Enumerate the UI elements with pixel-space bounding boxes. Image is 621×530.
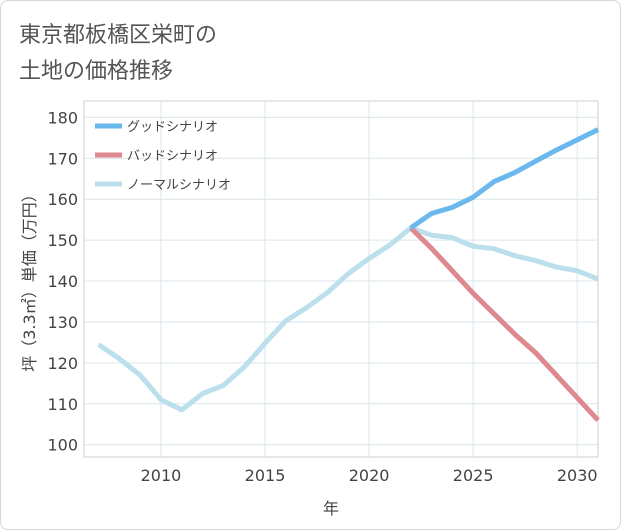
x-tick-labels: 2010 2015 2020 2025 2030 xyxy=(141,466,598,485)
x-axis-title: 年 xyxy=(323,499,339,518)
legend-label: バッドシナリオ xyxy=(127,149,218,164)
chart-title-line-1: 東京都板橋区栄町の xyxy=(19,23,218,48)
x-tick-label: 2020 xyxy=(349,466,390,485)
x-tick-label: 2025 xyxy=(453,466,494,485)
y-tick-label: 100 xyxy=(47,436,78,455)
legend-label: ノーマルシナリオ xyxy=(127,178,231,193)
legend-item-2[interactable]: ノーマルシナリオ xyxy=(95,178,231,193)
horizontal-gridlines xyxy=(84,116,598,446)
y-tick-label: 180 xyxy=(47,108,78,127)
chart-title-line-2: 土地の価格推移 xyxy=(19,59,174,84)
y-tick-label: 160 xyxy=(47,190,78,209)
series-line-1 xyxy=(408,226,600,422)
y-axis-title: 坪（3.3㎡）単価（万円） xyxy=(20,186,39,371)
x-tick-label: 2030 xyxy=(557,466,598,485)
series-lines xyxy=(97,127,600,422)
series-line-2 xyxy=(97,225,599,413)
legend-label: グッドシナリオ xyxy=(127,120,218,135)
series-line-0 xyxy=(409,127,600,230)
y-tick-label: 140 xyxy=(47,272,78,291)
y-tick-label: 170 xyxy=(47,149,78,168)
legend-item-0[interactable]: グッドシナリオ xyxy=(95,120,218,135)
y-tick-label: 110 xyxy=(47,395,78,414)
legend-item-1[interactable]: バッドシナリオ xyxy=(95,149,218,164)
x-tick-label: 2015 xyxy=(245,466,286,485)
y-tick-label: 150 xyxy=(47,231,78,250)
y-tick-labels: 100 110 120 130 140 150 160 170 180 xyxy=(47,108,78,454)
y-tick-label: 130 xyxy=(47,313,78,332)
x-tick-label: 2010 xyxy=(141,466,182,485)
y-tick-label: 120 xyxy=(47,354,78,373)
